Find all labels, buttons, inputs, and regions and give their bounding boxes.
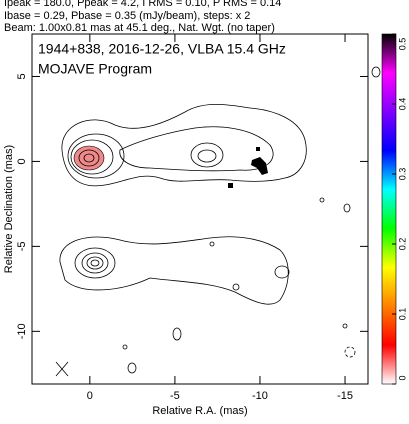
header-line: Ibase = 0.29, Pbase = 0.35 (mJy/beam), s… <box>4 10 250 22</box>
x-axis-label: Relative R.A. (mas) <box>152 405 247 417</box>
colorbar-tick-label: 0.4 <box>397 98 407 111</box>
x-tick-label: 0 <box>87 390 93 402</box>
colorbar-tick-label: 0.2 <box>397 238 407 251</box>
plot-frame <box>31 33 369 385</box>
colorbar-tick-label: 0.3 <box>397 168 407 181</box>
colorbar-tick-label: 0 <box>397 375 407 380</box>
contours <box>55 66 381 377</box>
header-line: Beam: 1.00x0.81 mas at 45.1 deg., Nat. W… <box>4 22 275 34</box>
colorbar-tick-label: 0.1 <box>397 308 407 321</box>
y-tick-label: -5 <box>16 241 28 251</box>
chart-subtitle: MOJAVE Program <box>38 61 152 77</box>
x-tick-label: -15 <box>337 390 353 402</box>
header-line: Ipeak = 180.0, Ppeak = 4.2, I RMS = 0.10… <box>4 0 281 9</box>
y-tick-label: 5 <box>16 73 28 79</box>
chart-title: 1944+838, 2016-12-26, VLBA 15.4 GHz <box>38 41 286 57</box>
x-tick-label: -10 <box>252 390 268 402</box>
y-tick-label: 0 <box>16 158 28 164</box>
y-axis-label: Relative Declination (mas) <box>3 145 15 273</box>
colorbar <box>381 33 397 385</box>
colorbar-tick-label: 0.5 <box>397 38 407 51</box>
y-tick-label: -10 <box>16 323 28 339</box>
x-tick-label: -5 <box>170 390 180 402</box>
